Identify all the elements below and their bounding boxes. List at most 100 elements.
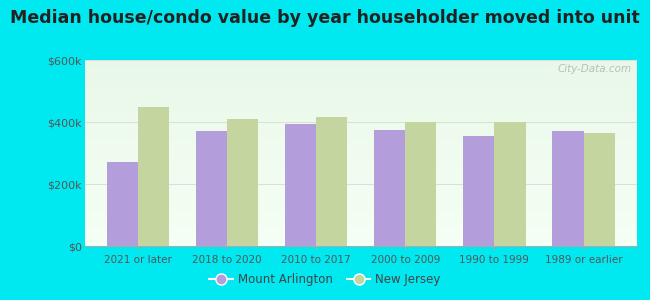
Bar (84, 164, 637, 166)
Bar (138, 106, 169, 246)
Bar (84, 69, 637, 71)
Bar (84, 146, 637, 147)
Bar (84, 71, 637, 73)
Bar (84, 79, 637, 80)
Bar (84, 201, 637, 203)
Bar (84, 62, 637, 64)
Bar (584, 133, 615, 246)
Bar (84, 194, 637, 196)
Bar (84, 144, 637, 146)
Bar (84, 77, 637, 79)
Bar (84, 222, 637, 224)
Bar (84, 133, 637, 134)
Bar (196, 131, 227, 246)
Bar (84, 73, 637, 75)
Text: City-Data.com: City-Data.com (557, 64, 632, 74)
Bar (84, 192, 637, 194)
Bar (84, 238, 637, 240)
Bar (374, 130, 406, 246)
Bar (84, 151, 637, 153)
Bar (552, 131, 584, 246)
Bar (84, 97, 637, 99)
Bar (84, 116, 637, 118)
Bar (84, 211, 637, 212)
Bar (84, 95, 637, 97)
Bar (84, 212, 637, 214)
Bar (316, 117, 347, 246)
Bar (84, 177, 637, 179)
Bar (84, 173, 637, 175)
Bar (406, 122, 437, 246)
Bar (84, 68, 637, 69)
Bar (84, 60, 637, 62)
Bar (84, 66, 637, 68)
Bar (84, 123, 637, 125)
Bar (84, 231, 637, 233)
Bar (84, 183, 637, 184)
Bar (84, 106, 637, 108)
Bar (84, 92, 637, 94)
Bar (84, 75, 637, 77)
Bar (84, 153, 637, 155)
Bar (84, 190, 637, 192)
Bar (84, 122, 637, 123)
Bar (84, 220, 637, 222)
Bar (84, 216, 637, 218)
Bar (84, 125, 637, 127)
Bar (84, 196, 637, 198)
Bar (84, 140, 637, 142)
Bar (84, 233, 637, 235)
Bar (84, 147, 637, 149)
Bar (84, 101, 637, 103)
Bar (84, 207, 637, 209)
Bar (285, 124, 316, 246)
Bar (84, 118, 637, 119)
Bar (84, 229, 637, 231)
Bar (84, 179, 637, 181)
Legend: Mount Arlington, New Jersey: Mount Arlington, New Jersey (205, 269, 445, 291)
Bar (84, 136, 637, 138)
Bar (84, 200, 637, 201)
Bar (84, 159, 637, 161)
Bar (495, 122, 526, 246)
Bar (84, 237, 637, 239)
Bar (84, 203, 637, 205)
Bar (84, 99, 637, 101)
Bar (84, 187, 637, 188)
Bar (84, 80, 637, 82)
Bar (84, 129, 637, 131)
Bar (84, 218, 637, 220)
Bar (84, 188, 637, 190)
Bar (84, 64, 637, 66)
Bar (84, 90, 637, 92)
Bar (84, 227, 637, 229)
Bar (84, 82, 637, 84)
Bar (84, 157, 637, 159)
Bar (227, 119, 258, 246)
Bar (84, 168, 637, 170)
Bar (84, 94, 637, 95)
Bar (84, 205, 637, 207)
Bar (84, 108, 637, 110)
Text: Median house/condo value by year householder moved into unit: Median house/condo value by year househo… (10, 9, 640, 27)
Bar (84, 226, 637, 227)
Bar (84, 149, 637, 151)
Bar (84, 103, 637, 105)
Bar (84, 240, 637, 242)
Bar (84, 119, 637, 122)
Bar (84, 155, 637, 157)
Bar (84, 84, 637, 86)
Bar (84, 224, 637, 226)
Bar (84, 166, 637, 168)
Bar (84, 86, 637, 88)
Bar (84, 131, 637, 133)
Bar (84, 235, 637, 237)
Bar (84, 127, 637, 129)
Bar (84, 170, 637, 172)
Bar (84, 110, 637, 112)
Bar (84, 112, 637, 114)
Bar (84, 114, 637, 116)
Bar (84, 160, 637, 162)
Bar (84, 242, 637, 244)
Bar (84, 134, 637, 136)
